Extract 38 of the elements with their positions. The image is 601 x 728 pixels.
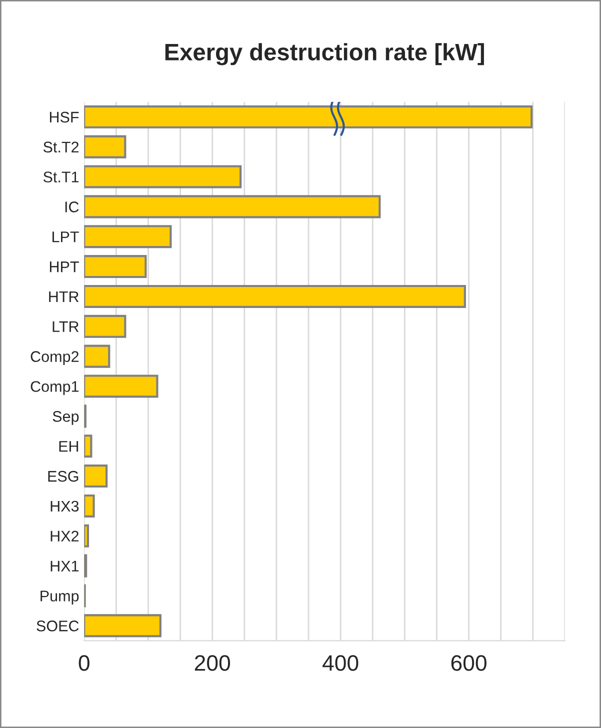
y-tick-label: ESG — [48, 470, 78, 482]
bar — [84, 284, 466, 308]
x-tick-label: 600 — [451, 655, 486, 671]
x-tick-label: 0 — [78, 655, 90, 671]
bar — [84, 614, 162, 638]
y-tick-label: HX3 — [50, 500, 79, 512]
y-tick-label: Pump — [40, 590, 79, 604]
x-tick-label: 400 — [322, 655, 358, 671]
bar — [84, 314, 126, 338]
bar — [84, 195, 381, 218]
y-tick-label: HX1 — [50, 560, 79, 572]
y-tick-label: Comp2 — [30, 351, 79, 366]
y-tick-label: EH — [59, 441, 78, 452]
y-tick-label: Sep — [52, 411, 79, 425]
y-tick-label: St.T1 — [43, 172, 79, 182]
bar — [84, 464, 108, 488]
bar — [84, 225, 172, 248]
y-tick-label: HSF — [50, 112, 79, 123]
bar — [84, 494, 95, 518]
y-tick-label: LPT — [52, 232, 79, 242]
y-tick-label: HTR — [49, 291, 79, 302]
bar — [84, 105, 533, 128]
y-tick-label: SOEC — [36, 620, 79, 632]
bar — [84, 255, 147, 278]
y-tick-label: HPT — [50, 262, 79, 272]
y-tick-label: HX2 — [50, 530, 79, 542]
y-tick-label: LTR — [52, 321, 79, 332]
chart-title: Exergy destruction rate [kW] — [165, 43, 484, 66]
bar — [84, 374, 158, 398]
x-tick-label: 200 — [194, 655, 230, 671]
bar — [84, 434, 92, 458]
bar — [84, 165, 242, 188]
bar — [84, 135, 126, 158]
y-tick-label: IC — [65, 202, 79, 212]
y-tick-label: Comp1 — [30, 381, 79, 395]
y-tick-label: St.T2 — [43, 142, 79, 152]
bar — [84, 344, 110, 368]
bar — [84, 524, 90, 548]
